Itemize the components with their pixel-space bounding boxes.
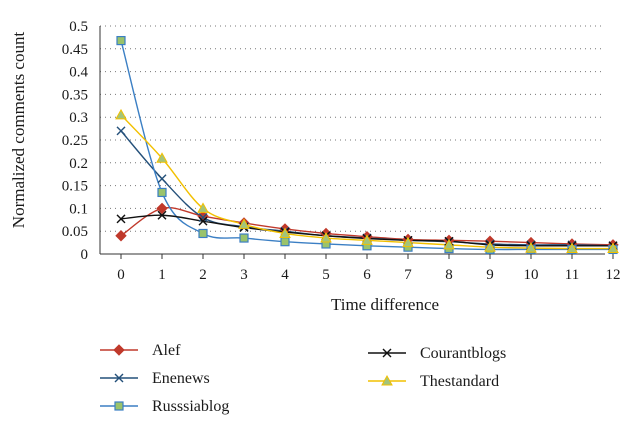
legend-marker-courantblogs: [382, 348, 392, 358]
data-point-thestandard: [156, 152, 168, 163]
legend: Alef Enenews Russsiablog Courantblogs Thesta…: [100, 342, 506, 415]
data-point-enenews: [198, 213, 208, 223]
x-stroke: [198, 216, 208, 226]
x-stroke: [116, 214, 126, 224]
y-tick-label: 0.3: [69, 110, 88, 126]
x-tick-label: 8: [445, 267, 453, 283]
x-tick-label: 2: [199, 267, 207, 283]
series-line-enenews: [120, 130, 614, 247]
x-stroke: [114, 373, 124, 383]
data-point-alef: [115, 230, 127, 242]
legend-label-thestandard: Thestandard: [420, 373, 499, 390]
x-stroke: [116, 126, 126, 136]
x-stroke: [157, 210, 167, 220]
y-tick-label: 0.5: [69, 19, 88, 35]
x-tick-label: 6: [363, 267, 371, 283]
x-tick-label: 4: [281, 267, 289, 283]
data-point-thestandard: [566, 242, 578, 254]
legend-item-russsiablog: Russsiablog: [100, 398, 229, 415]
data-point-russsiablog: [280, 237, 290, 247]
y-tick-labels: 0 0.05 0.1 0.15 0.2 0.25 0.3 0.35 0.4 0.45 0.5: [62, 19, 89, 263]
x-stroke: [382, 348, 392, 358]
data-point-thestandard: [197, 202, 209, 213]
data-point-alef: [156, 202, 168, 215]
data-point-thestandard: [607, 242, 619, 254]
data-point-courantblogs: [198, 216, 208, 226]
x-tick-labels: 0 1 2 3 4 5 6 7 8 9 10 11 12: [117, 267, 620, 283]
x-tick-label: 9: [486, 267, 494, 283]
data-point-thestandard: [320, 232, 332, 243]
series-markers: [115, 35, 619, 255]
x-tick-label: 3: [240, 267, 248, 283]
y-tick-label: 0.4: [69, 65, 88, 81]
x-stroke: [157, 174, 167, 184]
data-point-russsiablog: [116, 35, 126, 46]
x-tick-label: 5: [322, 267, 330, 283]
data-point-courantblogs: [157, 210, 167, 220]
legend-item-alef: Alef: [100, 342, 181, 359]
y-axis-title: Normalized comments count: [9, 32, 28, 229]
legend-marker-russsiablog: [114, 401, 124, 411]
legend-label-courantblogs: Courantblogs: [420, 345, 506, 362]
legend-item-thestandard: Thestandard: [368, 373, 499, 390]
y-tick-label: 0.45: [62, 42, 88, 58]
data-point-thestandard: [279, 227, 291, 238]
data-point-russsiablog: [157, 187, 167, 198]
x-stroke: [198, 213, 208, 223]
data-point-thestandard: [484, 241, 496, 252]
data-point-thestandard: [115, 108, 127, 120]
data-point-thestandard: [525, 242, 537, 253]
y-tick-label: 0: [81, 247, 89, 263]
legend-marker-enenews: [114, 373, 124, 383]
x-axis-title: Time difference: [331, 295, 439, 314]
series-line-thestandard: [120, 114, 614, 250]
data-point-enenews: [157, 174, 167, 184]
grid: [100, 25, 605, 232]
legend-item-courantblogs: Courantblogs: [368, 345, 506, 362]
y-tick-label: 0.1: [69, 201, 88, 217]
data-point-enenews: [116, 126, 126, 136]
data-point-thestandard: [402, 236, 414, 248]
legend-item-enenews: Enenews: [100, 370, 210, 387]
legend-marker-alef: [113, 344, 125, 356]
series-lines: [120, 40, 614, 251]
legend-label-enenews: Enenews: [152, 370, 210, 387]
data-point-russsiablog: [198, 228, 208, 239]
x-tick-label: 10: [524, 267, 539, 283]
legend-label-russsiablog: Russsiablog: [152, 398, 229, 415]
x-tick-label: 1: [158, 267, 166, 283]
data-point-russsiablog: [239, 233, 249, 243]
y-tick-label: 0.35: [62, 87, 88, 103]
y-tick-label: 0.2: [69, 156, 88, 172]
y-tick-label: 0.25: [62, 133, 88, 149]
series-line-russsiablog: [120, 40, 613, 251]
x-tick-label: 7: [404, 267, 412, 283]
x-tick-label: 12: [606, 267, 621, 283]
y-tick-label: 0.15: [62, 179, 88, 195]
legend-marker-thestandard: [381, 374, 393, 386]
axes: [99, 26, 614, 259]
y-tick-label: 0.05: [62, 224, 88, 240]
data-point-thestandard: [238, 218, 250, 229]
data-point-courantblogs: [116, 214, 126, 224]
legend-label-alef: Alef: [152, 342, 181, 359]
data-point-thestandard: [361, 234, 373, 245]
x-tick-label: 0: [117, 267, 125, 283]
x-tick-label: 11: [565, 267, 579, 283]
data-point-thestandard: [443, 238, 455, 250]
